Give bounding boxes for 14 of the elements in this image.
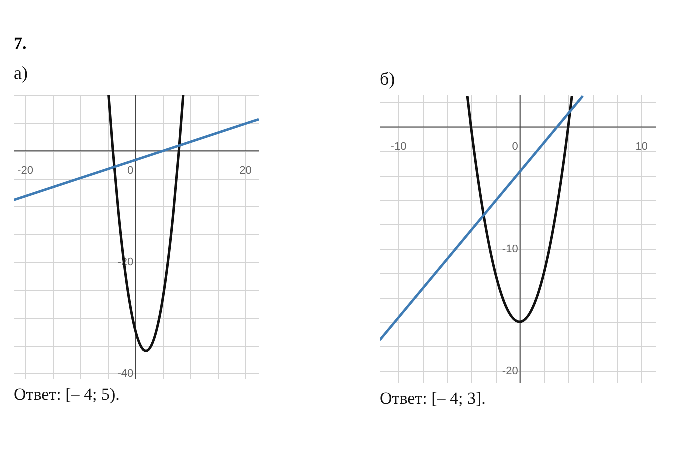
x-tick-label: 20 (240, 165, 252, 178)
line-series (466, 95, 574, 324)
chart-title: б) (380, 69, 396, 89)
x-tick-label: -10 (390, 141, 407, 154)
x-tick-label: 0 (128, 165, 134, 178)
x-tick-label: 10 (636, 141, 648, 154)
chart-title: а) (14, 63, 28, 83)
text: Ответ: [– 4; 3]. (380, 389, 487, 409)
text: Ответ: [– 4; 5). (14, 385, 121, 405)
x-tick-label: 0 (512, 141, 518, 154)
y-tick-label: -40 (118, 368, 134, 380)
x-tick-label: -20 (18, 165, 34, 178)
line-series (108, 95, 185, 352)
text: 7. (14, 34, 27, 54)
